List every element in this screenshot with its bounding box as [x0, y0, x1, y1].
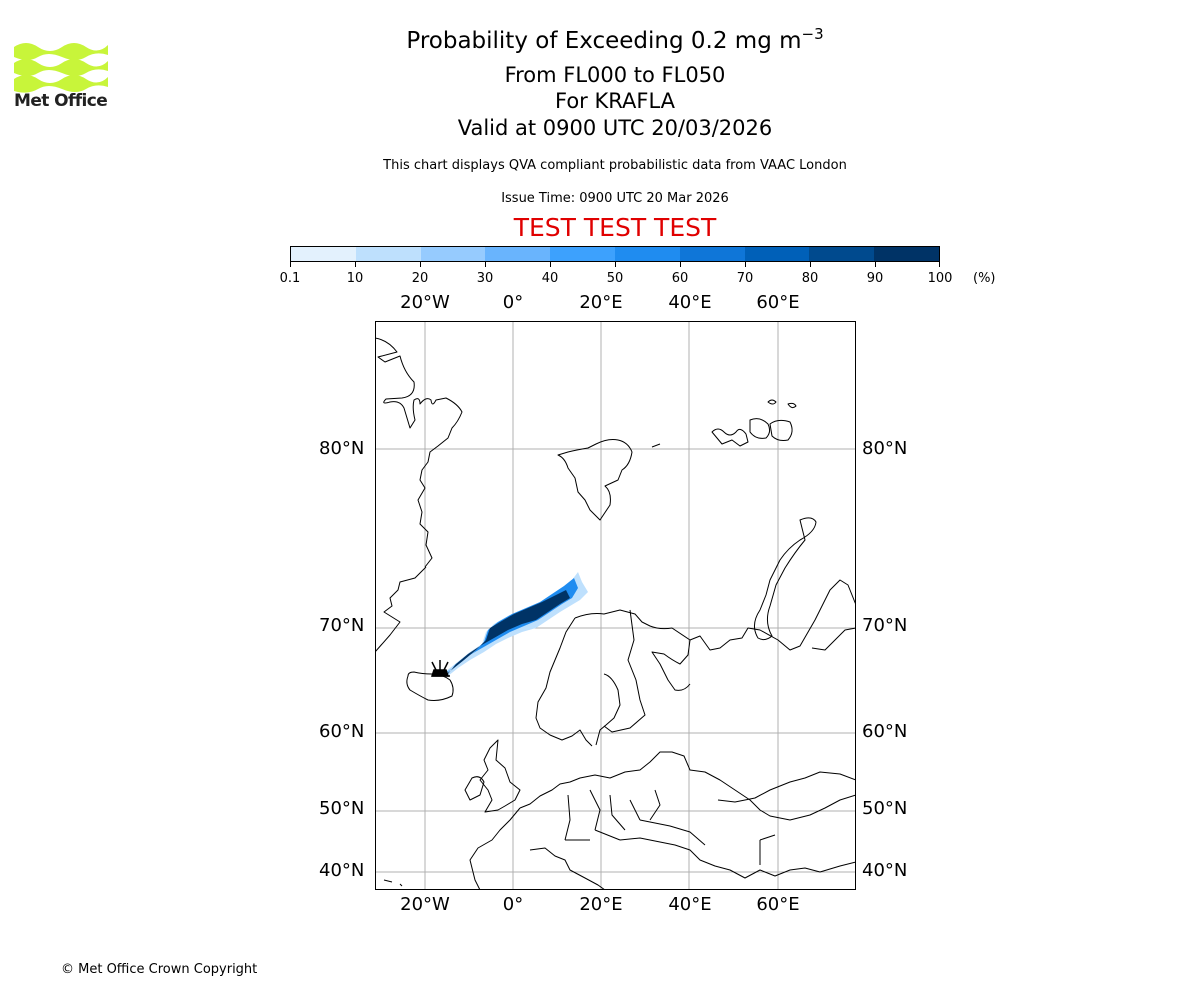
lat-label-left: 80°N	[319, 438, 365, 459]
lat-label-left: 40°N	[319, 860, 365, 881]
colorbar-tick	[939, 262, 940, 267]
colorbar-tick-label: 90	[866, 271, 884, 286]
colorbar	[290, 246, 940, 262]
colorbar-bin	[550, 247, 615, 261]
colorbar-tick	[485, 262, 486, 267]
colorbar-bin	[874, 247, 939, 261]
colorbar-tick-label: 80	[801, 271, 819, 286]
valid-time: Valid at 0900 UTC 20/03/2026	[457, 116, 773, 140]
map-frame	[375, 321, 856, 890]
lon-label-top: 20°E	[579, 292, 623, 313]
colorbar-tick-label: 20	[411, 271, 429, 286]
description-note: This chart displays QVA compliant probab…	[383, 158, 847, 173]
colorbar-bin	[614, 247, 680, 261]
colorbar-tick-label: 30	[476, 271, 494, 286]
colorbar-bin	[809, 247, 875, 261]
graticule	[375, 321, 856, 890]
lat-label-left: 50°N	[319, 798, 365, 819]
met-office-logo-icon	[14, 43, 108, 93]
colorbar-tick	[615, 262, 616, 267]
lon-label-bottom: 20°E	[579, 894, 623, 915]
lat-label-right: 60°N	[862, 721, 908, 742]
lat-label-right: 40°N	[862, 860, 908, 881]
lon-label-top: 20°W	[400, 292, 450, 313]
colorbar-bin	[355, 247, 421, 261]
ash-plume	[440, 572, 588, 676]
test-banner: TEST TEST TEST	[513, 213, 717, 242]
lat-label-left: 70°N	[319, 615, 365, 636]
volcano-name: For KRAFLA	[555, 89, 675, 113]
colorbar-bin	[485, 247, 551, 261]
colorbar-tick	[290, 262, 291, 267]
issue-time: Issue Time: 0900 UTC 20 Mar 2026	[501, 191, 729, 206]
colorbar-tick-label: 40	[541, 271, 559, 286]
colorbar-tick	[745, 262, 746, 267]
colorbar-tick-label: 60	[671, 271, 689, 286]
colorbar-tick	[420, 262, 421, 267]
colorbar-tick-label: 70	[736, 271, 754, 286]
colorbar-tick-label: 10	[346, 271, 364, 286]
colorbar-tick-label: 50	[606, 271, 624, 286]
colorbar-bin	[744, 247, 810, 261]
colorbar-tick	[550, 262, 551, 267]
colorbar-bin	[420, 247, 486, 261]
colorbar-unit: (%)	[973, 271, 996, 286]
lat-label-right: 50°N	[862, 798, 908, 819]
colorbar-bin	[679, 247, 745, 261]
colorbar-tick	[355, 262, 356, 267]
lon-label-bottom: 20°W	[400, 894, 450, 915]
colorbar-tick-label: 0.1	[279, 271, 301, 286]
colorbar-tick	[875, 262, 876, 267]
lon-label-bottom: 0°	[502, 894, 524, 915]
colorbar-tick	[680, 262, 681, 267]
logo-text: Met Office	[14, 91, 108, 111]
copyright-notice: © Met Office Crown Copyright	[61, 962, 258, 977]
lon-label-bottom: 40°E	[668, 894, 712, 915]
chart-title: Probability of Exceeding 0.2 mg m−3	[406, 25, 824, 54]
lat-label-left: 60°N	[319, 721, 365, 742]
colorbar-tick	[810, 262, 811, 267]
lon-label-top: 40°E	[668, 292, 712, 313]
colorbar-bin	[291, 247, 356, 261]
lat-label-right: 70°N	[862, 615, 908, 636]
lon-label-top: 60°E	[756, 292, 800, 313]
colorbar-tick-label: 100	[927, 271, 953, 286]
lon-label-bottom: 60°E	[756, 894, 800, 915]
lat-label-right: 80°N	[862, 438, 908, 459]
map-panel[interactable]	[375, 321, 856, 890]
coastlines	[375, 337, 856, 890]
flight-level-range: From FL000 to FL050	[504, 63, 726, 87]
volcano-marker-icon	[430, 660, 450, 677]
lon-label-top: 0°	[502, 292, 524, 313]
